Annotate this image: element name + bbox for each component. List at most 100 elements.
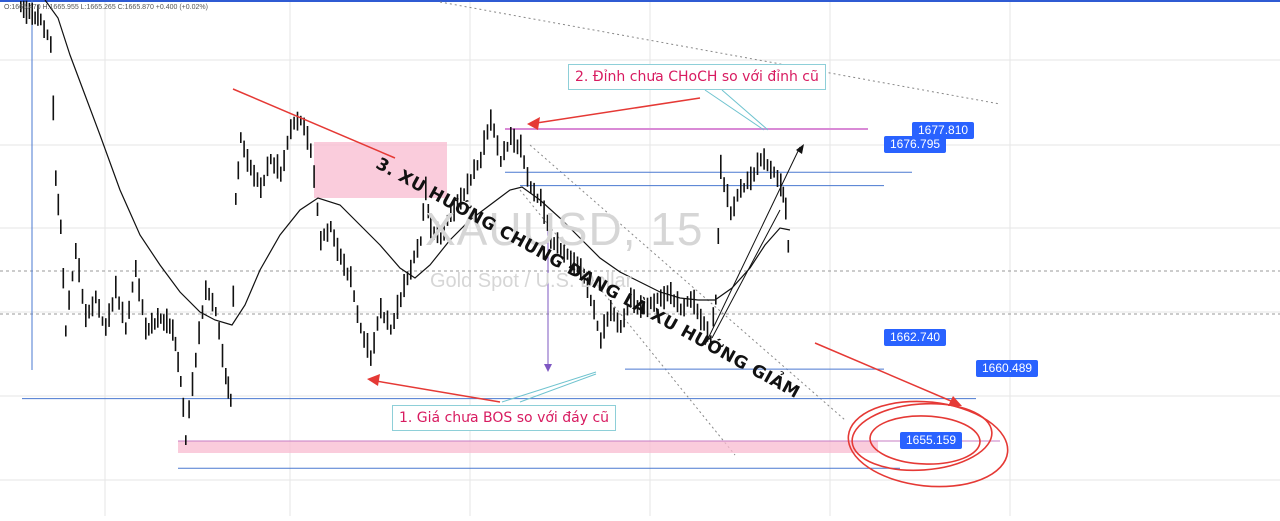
candle <box>185 435 187 445</box>
candle <box>712 307 715 327</box>
candle <box>313 165 315 188</box>
candle <box>740 179 742 198</box>
candle <box>613 307 615 322</box>
candle <box>480 151 482 169</box>
candle <box>603 314 605 339</box>
candle <box>135 260 137 277</box>
candle <box>700 308 702 331</box>
candle <box>246 149 249 172</box>
candle <box>370 350 372 366</box>
candle <box>95 290 97 304</box>
candle <box>746 171 749 190</box>
candle <box>43 20 45 38</box>
candle <box>182 397 185 417</box>
candle <box>493 123 495 138</box>
price-tag-1676-795[interactable]: 1676.795 <box>884 136 947 153</box>
candle <box>770 160 772 179</box>
candle <box>356 305 359 323</box>
candle <box>115 275 117 299</box>
candle <box>406 271 409 286</box>
candle <box>108 303 110 327</box>
price-tag-1660-489[interactable]: 1660.489 <box>976 360 1039 377</box>
candle <box>693 289 695 315</box>
candle <box>483 130 485 155</box>
candle <box>473 159 475 179</box>
candle <box>131 281 134 293</box>
candle <box>50 36 52 53</box>
candle <box>556 232 559 254</box>
candle <box>188 400 190 419</box>
candle <box>154 318 156 330</box>
candle <box>310 143 312 158</box>
candle <box>121 301 124 324</box>
trend-arrowhead <box>796 144 804 154</box>
candle <box>191 372 194 397</box>
candle <box>336 237 339 261</box>
candle <box>227 376 230 399</box>
candle <box>353 290 355 302</box>
candle <box>78 258 80 283</box>
candle <box>62 268 65 289</box>
price-tag-1662-740[interactable]: 1662.740 <box>884 329 947 346</box>
bos-note[interactable]: 1. Giá chưa BOS so với đáy cũ <box>392 405 617 431</box>
candle <box>683 298 685 317</box>
candle <box>263 174 265 187</box>
candle <box>396 294 399 319</box>
annotation-leaders <box>501 89 769 403</box>
moving-average-line <box>44 0 791 326</box>
candle <box>756 152 759 175</box>
candle <box>513 128 515 153</box>
candle <box>416 239 419 258</box>
candle <box>623 308 625 328</box>
candle <box>306 126 309 150</box>
candle <box>125 322 127 335</box>
candle <box>280 166 282 182</box>
candle <box>230 393 232 407</box>
candle <box>433 226 435 240</box>
candle <box>676 291 679 313</box>
candle <box>743 183 745 193</box>
candle <box>198 321 200 345</box>
price-tag-1677-810[interactable]: 1677.810 <box>912 122 975 139</box>
candle <box>138 278 140 302</box>
candle <box>250 159 252 176</box>
candle <box>430 215 432 239</box>
candle <box>633 289 635 314</box>
candle <box>346 267 349 281</box>
candle <box>340 248 342 265</box>
candle <box>225 368 227 385</box>
candle <box>180 376 182 387</box>
candle <box>211 292 214 312</box>
candle <box>776 170 779 187</box>
candle <box>256 172 259 187</box>
candle <box>323 228 325 241</box>
candle <box>128 300 130 319</box>
candle <box>606 311 609 327</box>
candle <box>516 139 519 155</box>
price-tag-1655-159[interactable]: 1655.159 <box>900 432 963 449</box>
candle <box>343 253 345 276</box>
red-arrows <box>232 88 962 406</box>
candle <box>25 0 28 24</box>
candle <box>163 314 165 331</box>
candle <box>450 205 452 222</box>
candle <box>283 150 285 172</box>
candle <box>643 300 645 315</box>
ohlc-readout: O:1665.470 H:1665.955 L:1665.265 C:1665.… <box>4 4 208 11</box>
candle <box>580 258 582 280</box>
candle <box>360 322 362 334</box>
candle <box>620 320 622 333</box>
candle <box>490 109 492 131</box>
candle <box>650 296 652 310</box>
candle <box>546 214 549 231</box>
candle <box>533 182 535 202</box>
candle <box>65 325 67 337</box>
candle <box>636 300 639 315</box>
choch-note[interactable]: 2. Đỉnh chưa CHoCH so với đỉnh cũ <box>568 64 826 90</box>
candle <box>660 289 662 307</box>
candle <box>425 176 427 201</box>
candle <box>696 303 699 320</box>
candle <box>46 29 49 41</box>
